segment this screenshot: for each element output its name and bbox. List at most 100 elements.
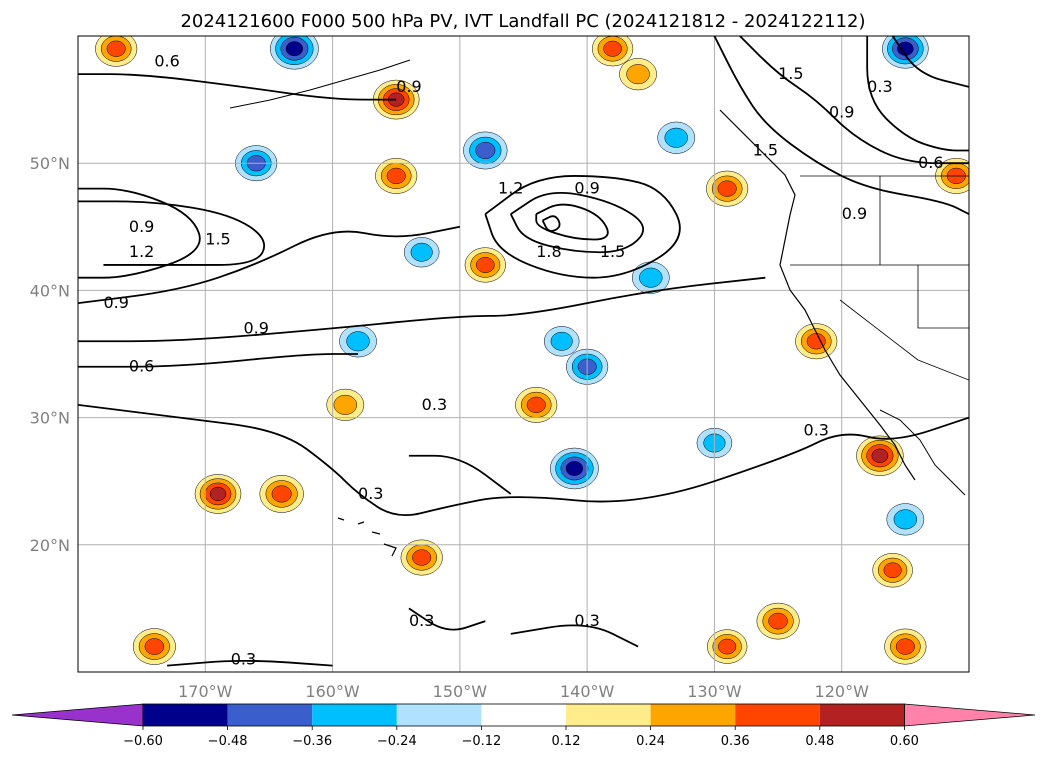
contour-label: 0.3	[804, 420, 829, 439]
pv-patch-level	[893, 509, 918, 530]
contour-label: 0.9	[243, 319, 268, 338]
colorbar-extend-min	[11, 703, 144, 727]
pv-patch-level	[550, 331, 573, 351]
colorbar-tick-label: 0.12	[552, 734, 581, 749]
pv-anomaly-patch	[886, 503, 925, 536]
pv-patch-level	[386, 167, 406, 185]
pv-contour-line	[535, 203, 609, 241]
pv-anomaly-patch	[619, 58, 657, 91]
pv-patch-level	[565, 461, 584, 476]
pv-patch-level	[106, 40, 126, 57]
pv-anomaly-patch	[259, 475, 304, 513]
pv-anomaly-patch	[194, 474, 242, 514]
contour-label: 0.6	[154, 51, 179, 70]
contour-label: 0.9	[103, 293, 128, 312]
pv-patch-level	[476, 257, 495, 273]
pv-contour-line	[484, 175, 681, 279]
pv-anomaly-patch	[882, 36, 929, 69]
pv-patch-level	[768, 612, 788, 630]
colorbar-tick-label: −0.36	[292, 734, 332, 749]
pv-contour-line	[78, 403, 969, 516]
pv-patch-level	[664, 127, 688, 148]
pv-anomaly-layer	[95, 36, 969, 665]
pv-anomaly-patch	[591, 36, 634, 67]
contour-label: 0.3	[867, 77, 892, 96]
lat-tick-label: 30°N	[30, 409, 70, 428]
contour-label: 0.9	[129, 217, 154, 236]
pv-anomaly-patch	[756, 602, 800, 640]
chart-title: 2024121600 F000 500 hPa PV, IVT Landfall…	[180, 11, 865, 32]
contour-label: 1.5	[753, 140, 778, 159]
map-frame	[77, 35, 970, 673]
pv-patch-level	[412, 549, 432, 566]
pv-contour-line	[510, 624, 639, 648]
pv-contour-line	[78, 73, 397, 101]
lon-tick-label: 150°W	[433, 682, 488, 701]
pv-patch-level	[603, 40, 622, 57]
colorbar-swatch	[481, 704, 566, 726]
pv-anomaly-patch	[464, 247, 506, 283]
colorbar-swatch	[735, 704, 820, 726]
pv-contour-line	[541, 215, 561, 232]
colorbar-swatch	[566, 704, 651, 726]
pv-anomaly-patch	[132, 628, 176, 665]
colorbar-swatch	[819, 704, 905, 726]
pv-patch-level	[410, 242, 433, 262]
pv-patch-level	[333, 394, 357, 415]
pv-contour-line	[78, 353, 359, 368]
pv-anomaly-patch	[403, 237, 440, 268]
pv-contour-line	[78, 225, 461, 305]
pv-anomaly-patch	[543, 326, 580, 357]
contour-label: 0.3	[231, 649, 256, 668]
contour-label-layer: 0.6 0.9 1.5 0.9 0.3 0.6 1.5 0.9 1.2 1.5 0.9 1.2 1.8 1…	[103, 51, 943, 668]
colorbar-tick-label: −0.60	[123, 734, 163, 749]
axis-tick-labels: 170°W 160°W 150°W 140°W 130°W 120°W 20°N 30°N 40…	[30, 154, 869, 701]
pv-anomaly-patch	[463, 131, 508, 170]
lon-tick-label: 160°W	[305, 682, 360, 701]
contour-label: 0.3	[574, 611, 599, 630]
lon-tick-label: 130°W	[687, 682, 742, 701]
colorbar-tick-label: 0.36	[721, 734, 750, 749]
pv-contour-line	[408, 607, 486, 631]
pv-patch-level	[271, 485, 292, 503]
colorbar-tick-label: −0.24	[377, 734, 417, 749]
lat-tick-label: 20°N	[30, 536, 70, 555]
pv-anomaly-patch	[326, 388, 365, 421]
pv-anomaly-patch	[95, 36, 138, 67]
pv-contour-line	[713, 36, 969, 215]
colorbar-swatch	[143, 704, 228, 726]
pv-patch-level	[718, 638, 737, 655]
pv-contour-line	[78, 276, 766, 343]
contour-label: 0.9	[574, 179, 599, 198]
pv-anomaly-patch	[657, 121, 696, 154]
pv-patch-level	[475, 141, 496, 160]
pv-anomaly-patch	[706, 629, 748, 664]
colorbar-swatch	[396, 704, 482, 726]
colorbar-tick-label: 0.60	[890, 734, 919, 749]
contour-label: 0.9	[829, 102, 854, 121]
us-border-lines	[790, 175, 969, 381]
colorbar: −0.60 −0.48 −0.36 −0.24 −0.12 0.12 0.24 0.36 0.4…	[11, 703, 1036, 749]
pv-contour-line	[408, 454, 512, 495]
contour-label: 0.9	[396, 77, 421, 96]
colorbar-swatch	[227, 704, 313, 726]
pv-patch-level	[626, 64, 650, 85]
contour-label: 1.5	[600, 242, 625, 261]
pv-patch-level	[895, 638, 915, 655]
pv-contour-layer	[78, 36, 969, 667]
colorbar-swatch	[312, 704, 397, 726]
baja-coastline	[879, 409, 966, 496]
pv-anomaly-patch	[872, 553, 913, 588]
pv-contour-line	[167, 659, 333, 667]
contour-label: 0.3	[422, 395, 447, 414]
colorbar-tick-label: 0.48	[805, 734, 834, 749]
pv-patch-level	[285, 41, 304, 57]
contour-label: 0.6	[918, 153, 943, 172]
pv-anomaly-patch	[550, 447, 599, 490]
pv-anomaly-patch	[375, 157, 418, 194]
lon-tick-label: 140°W	[560, 682, 615, 701]
pv-patch-level	[883, 562, 902, 579]
contour-label: 1.8	[536, 242, 561, 261]
hawaii-islands	[337, 517, 397, 557]
contour-label: 0.3	[409, 611, 434, 630]
